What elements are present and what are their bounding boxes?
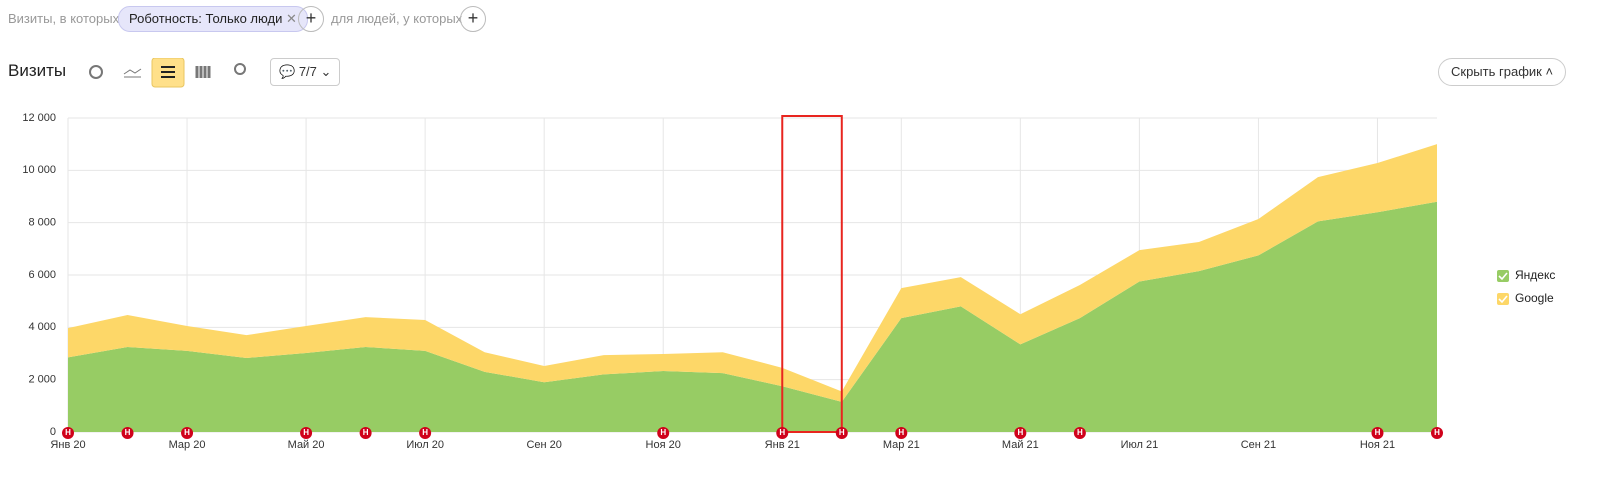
selection-box <box>781 115 843 433</box>
annotation-marker <box>1371 427 1384 439</box>
filter-suffix: для людей, у которых <box>331 11 463 26</box>
annotation-label: Н <box>839 428 845 437</box>
hide-label: Скрыть график <box>1451 64 1542 79</box>
bar-icon[interactable] <box>195 66 211 78</box>
annotation-marker <box>62 427 74 439</box>
line-icon[interactable] <box>123 68 142 78</box>
annotation-marker <box>419 427 432 439</box>
y-tick-label: 10 000 <box>22 164 56 176</box>
comments-count: 7/7 <box>298 64 317 79</box>
x-tick-label: Мар 20 <box>169 439 206 451</box>
y-tick-label: 4 000 <box>28 321 56 333</box>
filter-prefix: Визиты, в которых <box>8 11 120 26</box>
annotation-label: Н <box>184 428 190 437</box>
x-tick-label: Мар 21 <box>883 439 920 451</box>
legend-check <box>1498 295 1508 304</box>
y-tick-label: 0 <box>50 426 56 438</box>
chip-label: Роботность: Только люди <box>129 11 283 26</box>
x-tick-label: Июл 21 <box>1121 439 1159 451</box>
x-tick-label: Сен 20 <box>526 439 561 451</box>
annotation-marker <box>776 427 789 439</box>
annotation-marker <box>1073 427 1086 439</box>
annotation-marker <box>121 427 134 439</box>
annotation-marker <box>835 427 848 439</box>
chart-heading: Визиты <box>8 61 67 80</box>
y-tick-label: 8 000 <box>28 217 56 229</box>
annotation-label: Н <box>422 428 428 437</box>
annotation-label: Н <box>363 428 369 437</box>
x-tick-label: Май 21 <box>1002 439 1039 451</box>
area-1 <box>68 144 1437 402</box>
annotation-label: Н <box>1017 428 1023 437</box>
x-tick-label: Июл 20 <box>406 439 444 451</box>
y-tick-label: 2 000 <box>28 374 56 386</box>
legend-check <box>1498 272 1508 281</box>
x-tick-label: Май 20 <box>288 439 325 451</box>
pie-icon[interactable] <box>89 65 103 79</box>
chart-type-icons <box>89 58 246 88</box>
x-tick-label: Ноя 20 <box>646 439 681 451</box>
annotation-marker <box>181 427 194 439</box>
annotation-marker <box>895 427 908 439</box>
comments-button[interactable]: 💬 7/7 ⌄ <box>270 58 341 86</box>
annotation-marker <box>657 427 670 439</box>
annotation-label: Н <box>660 428 666 437</box>
annotation-label: Н <box>65 428 71 437</box>
legend-swatch <box>1497 293 1509 305</box>
annotation-marker <box>359 427 372 439</box>
legend-swatch <box>1497 270 1509 282</box>
annotation-label: Н <box>779 428 785 437</box>
x-tick-label: Янв 20 <box>50 439 85 451</box>
legend-label: Google <box>1515 291 1554 305</box>
annotation-label: Н <box>1077 428 1083 437</box>
add-filter[interactable]: + <box>298 6 324 32</box>
annotation-marker <box>1431 427 1443 439</box>
annotation-marker <box>1014 427 1027 439</box>
annotation-marker <box>300 427 313 439</box>
add-filter[interactable]: + <box>460 6 486 32</box>
legend-label: Яндекс <box>1515 268 1555 282</box>
x-tick-label: Янв 21 <box>765 439 800 451</box>
hide-chart-button[interactable]: Скрыть график ˄ <box>1438 58 1567 86</box>
annotation-label: Н <box>125 428 131 437</box>
annotation-label: Н <box>303 428 309 437</box>
annotation-label: Н <box>898 428 904 437</box>
x-tick-label: Сен 21 <box>1241 439 1276 451</box>
y-tick-label: 6 000 <box>28 269 56 281</box>
x-tick-label: Ноя 21 <box>1360 439 1395 451</box>
annotation-label: Н <box>1434 428 1440 437</box>
annotation-label: Н <box>1375 428 1381 437</box>
area-0 <box>68 201 1437 432</box>
y-tick-label: 12 000 <box>22 112 56 124</box>
map-icon[interactable] <box>234 63 246 75</box>
